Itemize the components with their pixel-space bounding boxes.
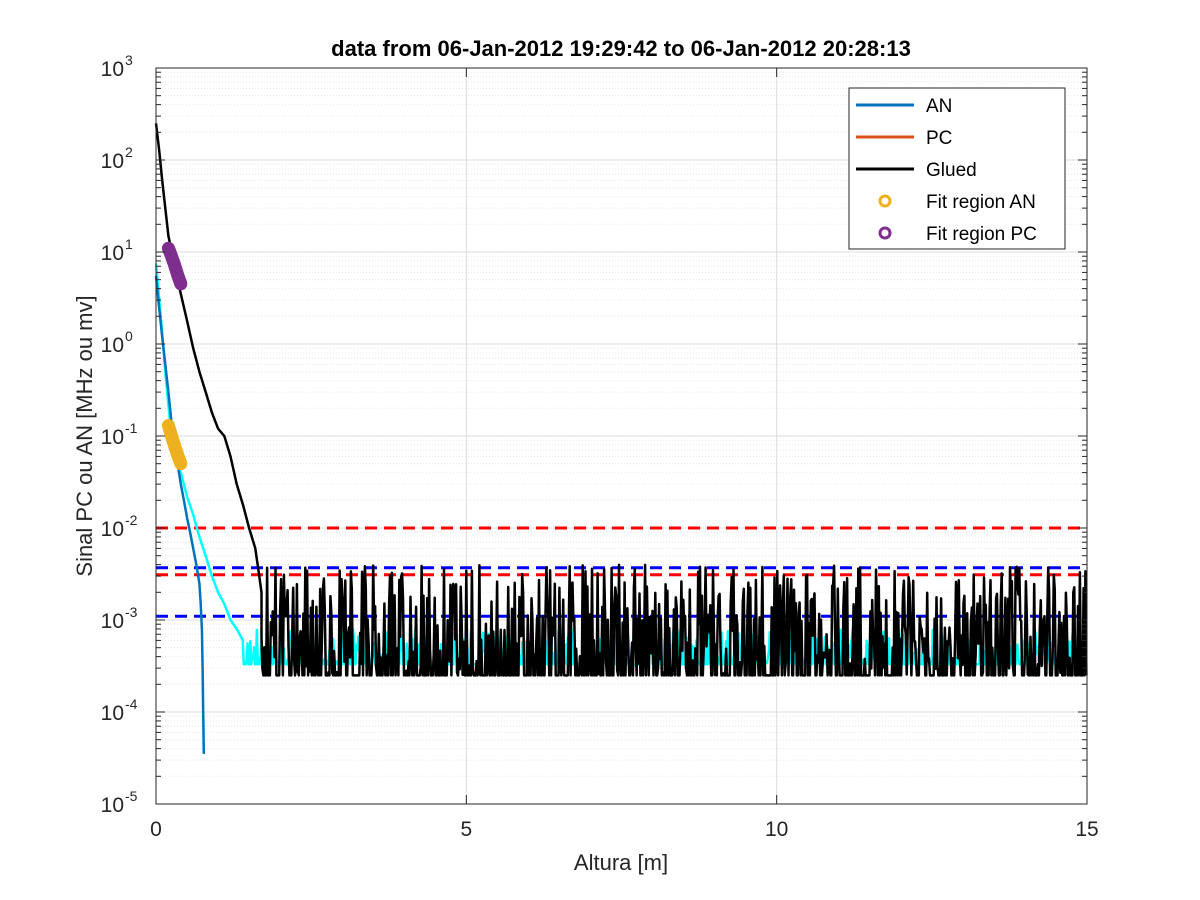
y-tick-label: 10 <box>101 794 124 817</box>
y-tick-exponent: 0 <box>125 328 133 344</box>
x-tick-label: 0 <box>150 818 162 841</box>
legend-label-pc: PC <box>926 128 952 149</box>
legend-label-fit-an: Fit region AN <box>926 192 1036 213</box>
y-tick-exponent: 2 <box>125 144 133 160</box>
y-tick-label: 10 <box>101 702 124 725</box>
y-tick-exponent: -5 <box>125 788 138 804</box>
x-axis-label: Altura [m] <box>574 850 668 875</box>
legend-marker-fit-pc <box>878 226 892 240</box>
an-line <box>154 275 206 754</box>
axis-ticks <box>155 67 1088 805</box>
fit-region-an-marker <box>174 457 188 471</box>
legend-label-fit-pc: Fit region PC <box>926 224 1037 245</box>
legend: AN PC Glued Fit region AN Fit region PC <box>848 87 1066 250</box>
chart-title: data from 06-Jan-2012 19:29:42 to 06-Jan… <box>331 36 911 61</box>
y-tick-exponent: 1 <box>125 236 133 252</box>
x-tick-label: 15 <box>1075 818 1098 841</box>
y-tick-label: 10 <box>101 150 124 173</box>
y-tick-exponent: -4 <box>125 696 138 712</box>
fit-region-pc-marker <box>174 277 188 291</box>
legend-label-glued: Glued <box>926 160 977 181</box>
legend-label-an: AN <box>926 96 952 117</box>
x-tick-label: 10 <box>765 818 788 841</box>
y-tick-exponent: -1 <box>125 420 138 436</box>
y-tick-label: 10 <box>101 242 124 265</box>
y-axis-label: Sinal PC ou AN [MHz ou mv] <box>72 295 97 576</box>
y-tick-exponent: 3 <box>125 52 133 68</box>
y-tick-label: 10 <box>101 518 124 541</box>
glued-line <box>154 123 1088 677</box>
y-tick-label: 10 <box>101 58 124 81</box>
x-tick-label: 5 <box>460 818 472 841</box>
series-layer <box>154 123 1088 754</box>
y-tick-label: 10 <box>101 426 124 449</box>
y-tick-exponent: -2 <box>125 512 138 528</box>
y-tick-label: 10 <box>101 610 124 633</box>
y-tick-exponent: -3 <box>125 604 138 620</box>
y-tick-label: 10 <box>101 334 124 357</box>
legend-marker-fit-an <box>878 194 892 208</box>
